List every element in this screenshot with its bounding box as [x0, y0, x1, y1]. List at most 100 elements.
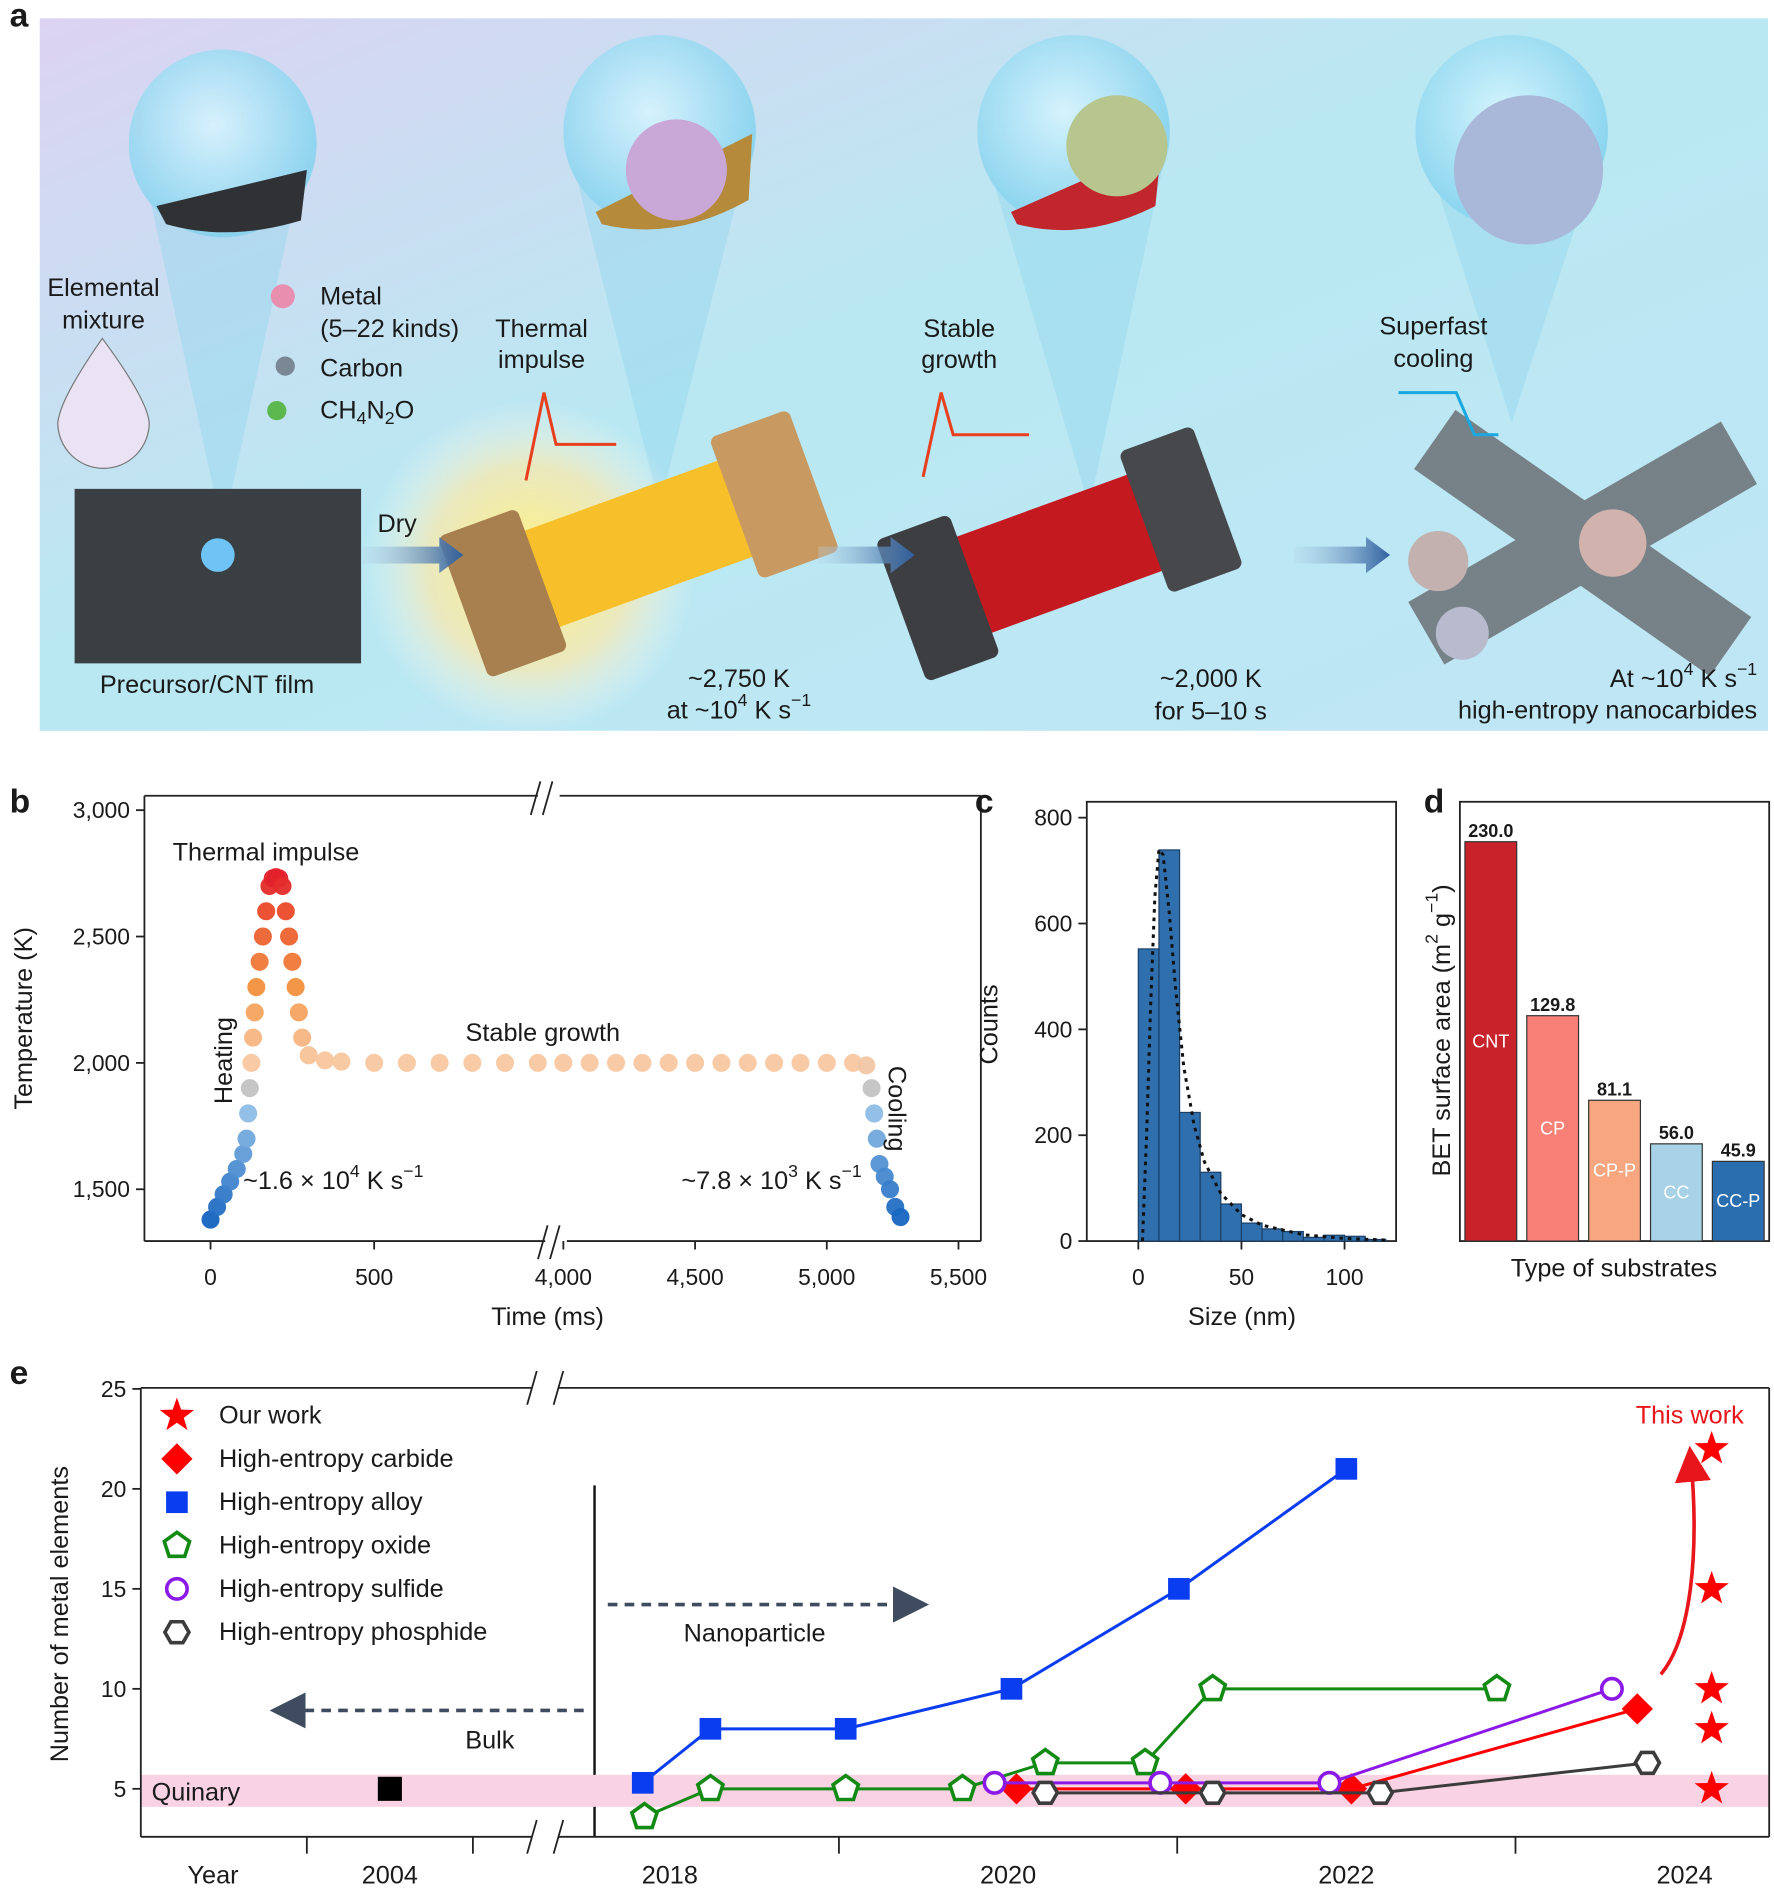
category-label: CP [1540, 1118, 1565, 1138]
legend-marker [162, 1530, 192, 1559]
x-axis-label: Year [187, 1861, 238, 1889]
annotation: ~1.6 × 104 K s−1 [243, 1161, 423, 1195]
y-tick-label: 5 [114, 1776, 127, 1802]
particle [625, 119, 727, 221]
text-part: K s [748, 696, 792, 724]
y-tick-label: 25 [101, 1376, 126, 1402]
text-part: −1 [403, 1161, 423, 1181]
panel-label: b [10, 783, 31, 820]
illustration-label: (5–22 kinds) [320, 315, 459, 343]
text-part: K s [1693, 665, 1737, 693]
data-point [891, 1208, 910, 1227]
marker [1694, 1710, 1729, 1744]
band-label: Quinary [152, 1778, 241, 1806]
bar [1464, 841, 1518, 1242]
data-point [659, 1053, 678, 1072]
data-point [257, 902, 276, 921]
data-point [857, 1056, 876, 1075]
text-part: 2 [1422, 934, 1442, 944]
y-tick-label: 1,500 [73, 1176, 130, 1202]
metal-icon [270, 284, 295, 309]
legend-marker [166, 1491, 188, 1514]
text-part: K s [798, 1167, 842, 1195]
text-part: −1 [791, 690, 811, 710]
value-label: 129.8 [1530, 995, 1575, 1015]
heater [439, 411, 838, 677]
data-point [273, 876, 292, 896]
legend-label: High-entropy oxide [219, 1532, 431, 1560]
marker [830, 1773, 861, 1802]
marker [1694, 1670, 1729, 1704]
marker [1170, 1773, 1202, 1805]
marker [629, 1801, 660, 1830]
data-point [865, 1104, 884, 1123]
panel-label: d [1424, 783, 1445, 820]
y-tick-label: 20 [101, 1476, 126, 1502]
marker [1317, 1770, 1342, 1795]
legend-label: High-entropy phosphide [219, 1618, 487, 1646]
y-axis-label: Temperature (K) [10, 927, 38, 1110]
bar [1588, 1099, 1642, 1242]
text-part: −1 [1737, 659, 1757, 679]
histogram-bar [1302, 1236, 1325, 1242]
marker [982, 1770, 1007, 1795]
illustration-label: At ~104 K s−1 [1610, 659, 1757, 693]
data-point [867, 1129, 886, 1148]
x-tick-label: 100 [1325, 1264, 1363, 1290]
x-tick-label: 4,000 [535, 1264, 592, 1290]
data-point [280, 927, 299, 946]
x-tick-label: 50 [1229, 1264, 1254, 1290]
data-point [234, 1144, 253, 1163]
panel-b-decor [529, 781, 561, 1260]
marker [1000, 1773, 1033, 1805]
annotation: Thermal impulse [173, 838, 360, 866]
illustration-label: CH4N2O [320, 397, 414, 429]
marker [1030, 1747, 1061, 1776]
x-tick-label: 2020 [980, 1861, 1036, 1889]
temperature-icons [524, 391, 1499, 481]
data-point [430, 1053, 449, 1072]
text-part: 4 [738, 690, 748, 710]
y-tick-label: 2,000 [73, 1050, 130, 1076]
data-point [765, 1053, 784, 1072]
particle [1066, 95, 1168, 197]
illustration-label: for 5–10 s [1155, 698, 1267, 726]
text-part: K s [360, 1167, 404, 1195]
histogram-bar [1178, 1111, 1201, 1242]
y-tick-label: 15 [101, 1576, 126, 1602]
illustration-label: Elemental [47, 274, 159, 302]
marker [1130, 1747, 1160, 1776]
data-point [242, 1053, 261, 1072]
legend-label: Our work [219, 1402, 322, 1430]
text-part: ) [1428, 884, 1456, 892]
data-point [712, 1053, 731, 1072]
category-label: CP-P [1593, 1161, 1636, 1181]
series-line [1045, 1761, 1648, 1795]
data-point [397, 1053, 416, 1072]
illustration-label: growth [921, 346, 997, 374]
illustration-label: Precursor/CNT film [100, 671, 314, 699]
process-arrows [361, 537, 1391, 574]
text-part: 3 [788, 1161, 798, 1181]
data-point [227, 1160, 246, 1179]
illustration-label: cooling [1393, 345, 1473, 373]
illustration-label: Thermal [495, 315, 588, 343]
illustration-label: high-entropy nanocarbides [1458, 696, 1757, 724]
particle [1453, 95, 1604, 245]
carbon-icon [275, 356, 295, 376]
marker [834, 1718, 857, 1740]
data-point [239, 1104, 258, 1123]
value-label: 45.9 [1721, 1141, 1756, 1161]
value-label: 230.0 [1468, 821, 1513, 841]
histogram-bar [1343, 1235, 1366, 1242]
marker [1168, 1578, 1190, 1600]
data-point [293, 1028, 312, 1047]
data-point [245, 1003, 264, 1022]
text-part: 2 [385, 408, 395, 428]
x-axis-label: Time (ms) [491, 1303, 604, 1331]
data-point [880, 1180, 900, 1199]
illustration [39, 18, 1768, 736]
bar [1711, 1160, 1765, 1242]
y-tick-label: 10 [101, 1676, 126, 1702]
text-part: N [366, 397, 384, 425]
